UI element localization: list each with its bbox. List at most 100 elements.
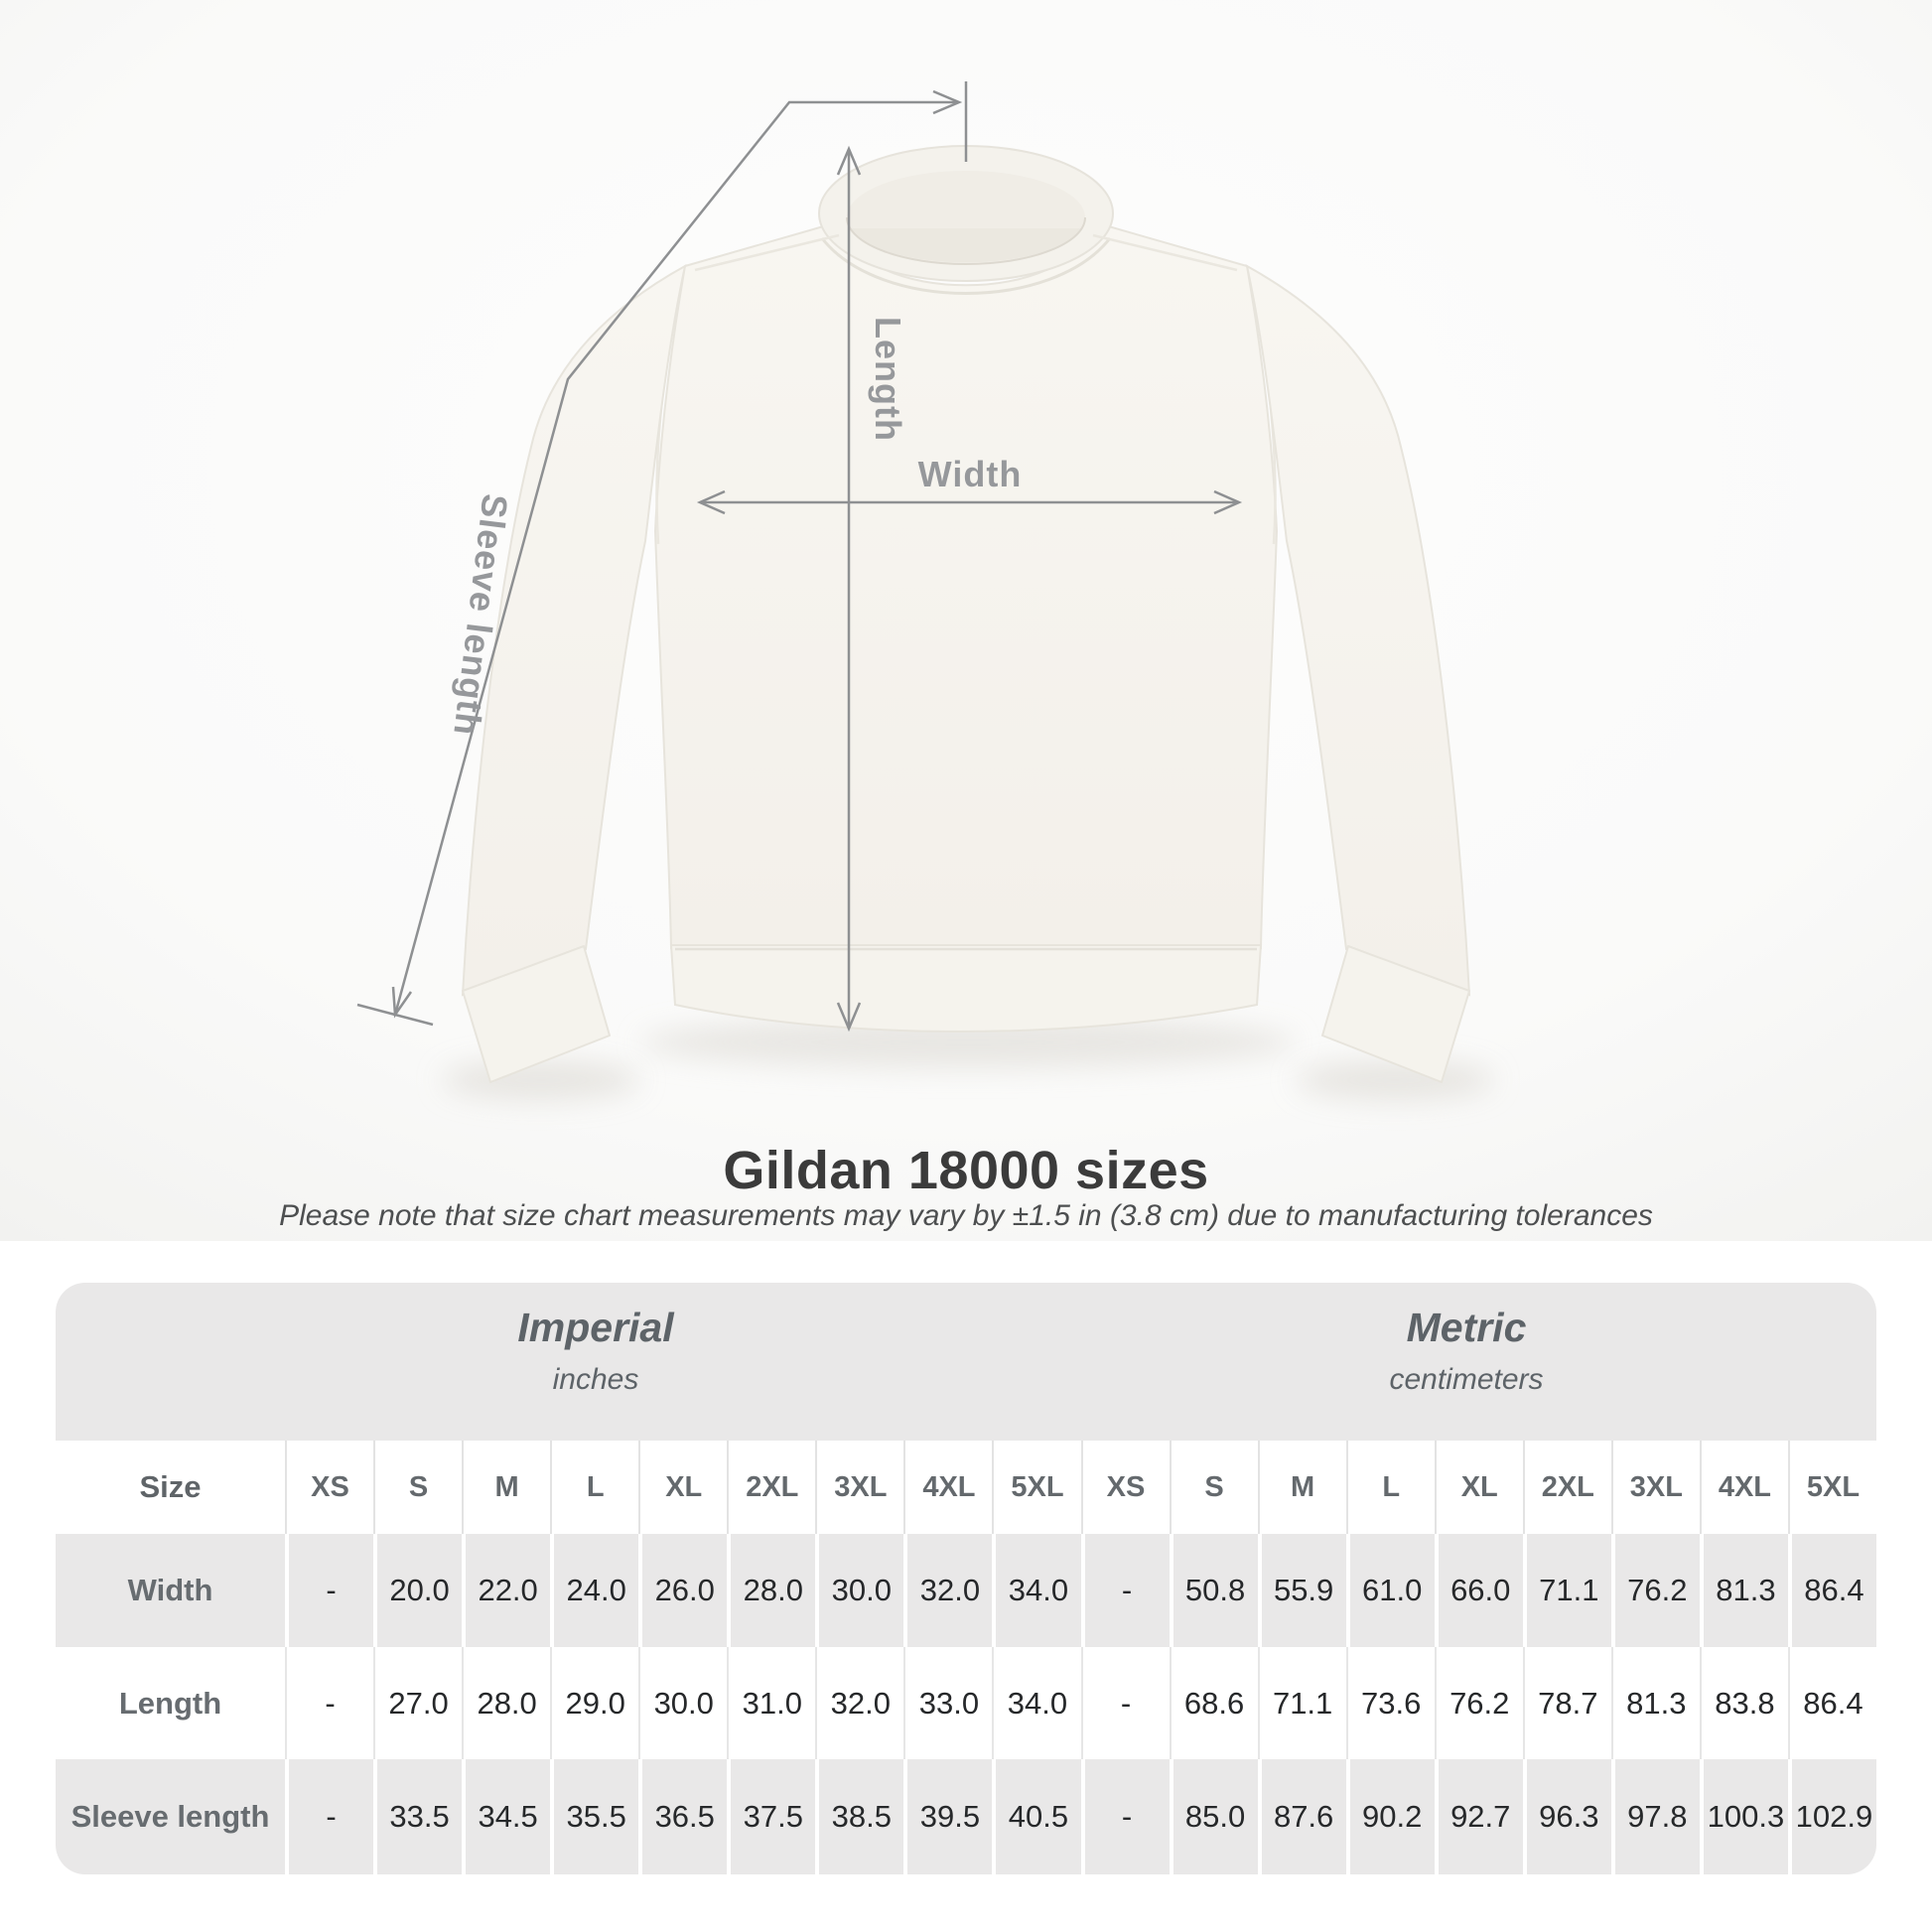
sleeve-length-line xyxy=(393,100,958,1016)
sleeve-value-cell: 38.5 xyxy=(815,1759,903,1874)
length-value-cell: 32.0 xyxy=(815,1647,903,1759)
imperial-label: Imperial xyxy=(517,1305,674,1350)
sleeve-value-cell: 85.0 xyxy=(1169,1759,1258,1874)
unit-group-metric: Metric centimeters xyxy=(1389,1283,1543,1441)
unit-group-imperial: Imperial inches xyxy=(517,1283,673,1441)
width-value-cell: 26.0 xyxy=(638,1534,727,1647)
width-arrowhead-left-icon xyxy=(696,489,726,515)
length-arrowhead-top-icon xyxy=(836,145,862,176)
sleeve-value-cell: 34.5 xyxy=(462,1759,550,1874)
width-value-cell: 71.1 xyxy=(1522,1534,1611,1647)
sleeve-value-cell: 96.3 xyxy=(1522,1759,1611,1874)
sleeve-value-cell: 92.7 xyxy=(1434,1759,1523,1874)
length-value-cell: 78.7 xyxy=(1522,1647,1611,1759)
size-header-cell: M xyxy=(462,1441,550,1534)
width-value-cell: 50.8 xyxy=(1169,1534,1258,1647)
size-header-cell: 3XL xyxy=(815,1441,903,1534)
size-header-cell: M xyxy=(1257,1441,1346,1534)
size-header-cell: XS xyxy=(285,1441,373,1534)
sleeve-value-cell: 40.5 xyxy=(992,1759,1080,1874)
right-cuff xyxy=(1321,945,1470,1083)
sweatshirt-diagram: Width Length Sleeve length xyxy=(0,0,1932,1241)
length-value-cell: 68.6 xyxy=(1169,1647,1258,1759)
width-value-cell: 22.0 xyxy=(462,1534,550,1647)
size-header-cell: XS xyxy=(1080,1441,1170,1534)
length-value-cell: 33.0 xyxy=(903,1647,992,1759)
sweatshirt-left-sleeve xyxy=(461,264,687,997)
sleeve-value-cell: 100.3 xyxy=(1699,1759,1788,1874)
width-value-cell: 86.4 xyxy=(1787,1534,1876,1647)
width-value-cell: 24.0 xyxy=(550,1534,638,1647)
row-label-width: Width xyxy=(127,1573,213,1607)
metric-label: Metric xyxy=(1406,1305,1527,1350)
width-value-cell: - xyxy=(285,1534,373,1647)
page-title: Gildan 18000 sizes xyxy=(723,1141,1209,1200)
size-header-cell: S xyxy=(373,1441,462,1534)
size-header-cell: 2XL xyxy=(1522,1441,1611,1534)
width-label: Width xyxy=(918,454,1023,494)
width-value-cell: 34.0 xyxy=(992,1534,1080,1647)
size-header-cell: L xyxy=(1345,1441,1435,1534)
sleeve-value-cell: 33.5 xyxy=(373,1759,462,1874)
size-header-cell: 5XL xyxy=(992,1441,1080,1534)
size-header-cell: 4XL xyxy=(903,1441,992,1534)
size-header-cell: 2XL xyxy=(727,1441,815,1534)
length-value-cell: 76.2 xyxy=(1434,1647,1523,1759)
row-label-sleeve-length: Sleeve length xyxy=(70,1799,270,1834)
imperial-unit-label: inches xyxy=(552,1363,639,1396)
sleeve-value-cell: 39.5 xyxy=(903,1759,992,1874)
size-header-cell: XL xyxy=(638,1441,727,1534)
measurement-lines xyxy=(356,81,1243,1033)
unit-header-row: Imperial inches Metric centimeters xyxy=(56,1283,1876,1441)
width-value-cell: 20.0 xyxy=(373,1534,462,1647)
length-value-cell: - xyxy=(1080,1647,1170,1759)
size-header-cell: 3XL xyxy=(1610,1441,1700,1534)
sleeve-value-cell: 35.5 xyxy=(550,1759,638,1874)
size-table: Imperial inches Metric centimeters Size … xyxy=(56,1283,1876,1874)
length-value-cell: 30.0 xyxy=(638,1647,727,1759)
width-value-cell: 28.0 xyxy=(727,1534,815,1647)
length-label: Length xyxy=(868,317,908,442)
size-header-cell: XL xyxy=(1434,1441,1523,1534)
length-value-cell: 31.0 xyxy=(727,1647,815,1759)
shoulder-seam-left xyxy=(694,233,840,272)
sleeve-value-cell: 36.5 xyxy=(638,1759,727,1874)
sleeve-value-cell: 90.2 xyxy=(1345,1759,1435,1874)
hem-band xyxy=(669,944,1263,1033)
sleeve-value-cell: 97.8 xyxy=(1610,1759,1700,1874)
width-value-cell: 81.3 xyxy=(1699,1534,1788,1647)
table-row-length: Length -27.0 28.0 29.0 30.0 31.0 32.0 33.0 34.0… xyxy=(56,1647,1876,1759)
size-header-cell: S xyxy=(1169,1441,1258,1534)
length-value-cell: 86.4 xyxy=(1787,1647,1876,1759)
size-header-cell: 4XL xyxy=(1699,1441,1788,1534)
width-value-cell: 55.9 xyxy=(1257,1534,1346,1647)
sleeve-value-cell: - xyxy=(1080,1759,1170,1874)
length-value-cell: 28.0 xyxy=(462,1647,550,1759)
table-row-sleeve-length: Sleeve length - 33.5 34.5 35.5 36.5 37.5 38.5 3… xyxy=(56,1759,1876,1874)
length-value-cell: - xyxy=(285,1647,373,1759)
page-subtitle: Please note that size chart measurements… xyxy=(279,1199,1653,1232)
sleeve-end-tick-bottom xyxy=(356,1003,434,1027)
width-value-cell: 32.0 xyxy=(903,1534,992,1647)
shoulder-seam-right xyxy=(1092,233,1238,272)
size-column-header: Size xyxy=(139,1469,202,1504)
row-label-length: Length xyxy=(118,1685,222,1721)
length-value-cell: 83.8 xyxy=(1699,1647,1788,1759)
size-header-row: Size XS S M L XL 2XL 3XL 4XL 5XL XS S M L XL 2XL 3XL 4X… xyxy=(56,1441,1876,1534)
width-value-cell: 30.0 xyxy=(815,1534,903,1647)
width-value-cell: 66.0 xyxy=(1434,1534,1523,1647)
sleeve-arrowhead-right-icon xyxy=(932,89,963,115)
length-value-cell: 27.0 xyxy=(373,1647,462,1759)
size-header-cell: 5XL xyxy=(1787,1441,1876,1534)
length-value-cell: 29.0 xyxy=(550,1647,638,1759)
left-cuff xyxy=(462,945,611,1083)
width-arrowhead-right-icon xyxy=(1213,489,1243,515)
width-value-cell: 76.2 xyxy=(1610,1534,1700,1647)
sleeve-value-cell: 37.5 xyxy=(727,1759,815,1874)
width-value-cell: - xyxy=(1080,1534,1170,1647)
sleeve-value-cell: 87.6 xyxy=(1257,1759,1346,1874)
length-value-cell: 81.3 xyxy=(1610,1647,1700,1759)
metric-unit-label: centimeters xyxy=(1389,1363,1544,1396)
sleeve-value-cell: 102.9 xyxy=(1787,1759,1876,1874)
